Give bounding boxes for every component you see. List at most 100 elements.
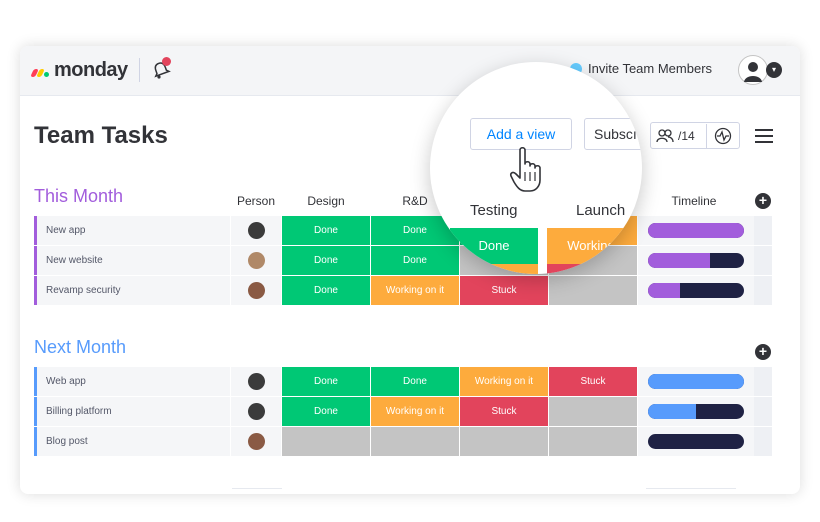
timeline-progress bbox=[648, 253, 711, 268]
row-end-cell bbox=[754, 397, 772, 426]
status-cell-launch[interactable] bbox=[549, 427, 637, 456]
status-cell-rd[interactable] bbox=[371, 427, 459, 456]
row-name[interactable]: Billing platform bbox=[34, 397, 230, 426]
row-end-cell bbox=[754, 246, 772, 275]
timeline-progress bbox=[648, 283, 680, 298]
person-avatar bbox=[248, 282, 265, 299]
timeline-progress bbox=[648, 223, 744, 238]
user-avatar[interactable] bbox=[738, 55, 768, 85]
group-title[interactable]: Next Month bbox=[34, 337, 127, 357]
status-cell-design[interactable]: Done bbox=[282, 367, 370, 396]
notification-badge bbox=[162, 57, 171, 66]
status-cell-design[interactable]: Done bbox=[282, 246, 370, 275]
status-cell-testing[interactable]: Working on it bbox=[460, 367, 548, 396]
invite-label: Invite Team Members bbox=[588, 61, 713, 76]
timeline-cell[interactable] bbox=[638, 367, 754, 396]
group-color-marker bbox=[34, 367, 37, 396]
add-column-button[interactable]: + bbox=[755, 344, 771, 360]
magnifier-lens: Add a view Subscı Testing Launch Done Wo… bbox=[430, 62, 642, 274]
person-cell[interactable] bbox=[231, 397, 281, 426]
status-cell-rd[interactable]: Done bbox=[371, 367, 459, 396]
status-cell-testing[interactable] bbox=[460, 427, 548, 456]
group-color-marker bbox=[34, 276, 37, 305]
timeline-progress bbox=[648, 374, 744, 389]
magnified-working-cell[interactable]: Working bbox=[547, 228, 635, 264]
person-avatar bbox=[248, 373, 265, 390]
person-cell[interactable] bbox=[231, 246, 281, 275]
timeline-cell[interactable] bbox=[638, 276, 754, 305]
row-name[interactable]: Web app bbox=[34, 367, 230, 396]
chevron-down-icon[interactable]: ▾ bbox=[766, 62, 782, 78]
subscribe-button[interactable]: Subscı bbox=[584, 118, 642, 150]
members-icon bbox=[656, 129, 674, 143]
column-header-timeline: Timeline bbox=[671, 194, 717, 208]
timeline-cell[interactable] bbox=[638, 427, 754, 456]
timeline-bar bbox=[648, 434, 744, 449]
activity-icon[interactable] bbox=[714, 127, 732, 145]
timeline-cell[interactable] bbox=[638, 246, 754, 275]
board-title: Team Tasks bbox=[34, 122, 168, 149]
person-cell[interactable] bbox=[231, 276, 281, 305]
timeline-bar bbox=[648, 253, 744, 268]
monday-logo[interactable]: monday bbox=[30, 59, 128, 82]
add-view-button[interactable]: Add a view bbox=[470, 118, 572, 150]
magnified-launch-header: Launch bbox=[576, 202, 626, 219]
row-name[interactable]: New app bbox=[34, 216, 230, 245]
column-header-design: Design bbox=[307, 194, 345, 208]
column-header-person: Person bbox=[236, 194, 276, 208]
group-color-marker bbox=[34, 427, 37, 456]
person-cell[interactable] bbox=[231, 216, 281, 245]
person-avatar bbox=[248, 252, 265, 269]
status-cell-design[interactable]: Done bbox=[282, 397, 370, 426]
magnified-done-cell[interactable]: Done bbox=[450, 228, 538, 264]
row-name[interactable]: Blog post bbox=[34, 427, 230, 456]
group-color-marker bbox=[34, 397, 37, 426]
status-cell-rd[interactable]: Working on it bbox=[371, 397, 459, 426]
timeline-bar bbox=[648, 374, 744, 389]
timeline-cell[interactable] bbox=[638, 397, 754, 426]
status-cell-design[interactable] bbox=[282, 427, 370, 456]
footer-divider bbox=[232, 488, 282, 489]
menu-icon[interactable] bbox=[755, 129, 773, 143]
members-button[interactable] bbox=[650, 122, 740, 149]
user-avatar-icon bbox=[744, 62, 762, 82]
person-cell[interactable] bbox=[231, 367, 281, 396]
logo-text: monday bbox=[54, 59, 128, 81]
group-title[interactable]: This Month bbox=[34, 186, 124, 206]
row-end-cell bbox=[754, 427, 772, 456]
group-color-marker bbox=[34, 216, 37, 245]
status-cell-launch[interactable] bbox=[549, 276, 637, 305]
timeline-bar bbox=[648, 283, 744, 298]
status-cell-testing[interactable]: Stuck bbox=[460, 397, 548, 426]
top-bar: monday Invite Team Members ▾ bbox=[20, 46, 800, 96]
group-color-marker bbox=[34, 246, 37, 275]
add-column-button[interactable]: + bbox=[755, 193, 771, 209]
row-end-cell bbox=[754, 216, 772, 245]
row-name[interactable]: New website bbox=[34, 246, 230, 275]
invite-team-members-button[interactable]: Invite Team Members bbox=[570, 61, 712, 76]
status-cell-testing[interactable]: Stuck bbox=[460, 276, 548, 305]
person-avatar bbox=[248, 222, 265, 239]
logo-mark-icon bbox=[30, 64, 50, 78]
row-end-cell bbox=[754, 367, 772, 396]
person-cell[interactable] bbox=[231, 427, 281, 456]
timeline-cell[interactable] bbox=[638, 216, 754, 245]
magnified-testing-header: Testing bbox=[470, 202, 518, 219]
person-avatar bbox=[248, 433, 265, 450]
footer-divider bbox=[646, 488, 736, 489]
row-end-cell bbox=[754, 276, 772, 305]
status-cell-rd[interactable]: Done bbox=[371, 246, 459, 275]
timeline-progress bbox=[648, 404, 696, 419]
column-header-rd: R&D bbox=[402, 194, 428, 208]
status-cell-launch[interactable] bbox=[549, 397, 637, 426]
row-name[interactable]: Revamp security bbox=[34, 276, 230, 305]
status-cell-rd[interactable]: Working on it bbox=[371, 276, 459, 305]
person-avatar bbox=[248, 403, 265, 420]
hand-cursor-icon bbox=[510, 146, 541, 192]
status-cell-design[interactable]: Done bbox=[282, 216, 370, 245]
status-cell-design[interactable]: Done bbox=[282, 276, 370, 305]
status-cell-launch[interactable]: Stuck bbox=[549, 367, 637, 396]
header-divider bbox=[139, 58, 140, 82]
timeline-bar bbox=[648, 404, 744, 419]
members-count: /14 bbox=[678, 129, 695, 143]
